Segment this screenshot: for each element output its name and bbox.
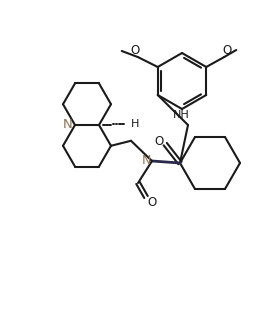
Text: N: N	[63, 117, 73, 131]
Text: O: O	[130, 44, 139, 58]
Text: N: N	[141, 155, 151, 167]
Text: O: O	[155, 135, 164, 148]
Text: O: O	[147, 197, 157, 209]
Text: NH: NH	[173, 110, 189, 120]
Text: H: H	[131, 119, 139, 129]
Text: O: O	[222, 44, 232, 58]
